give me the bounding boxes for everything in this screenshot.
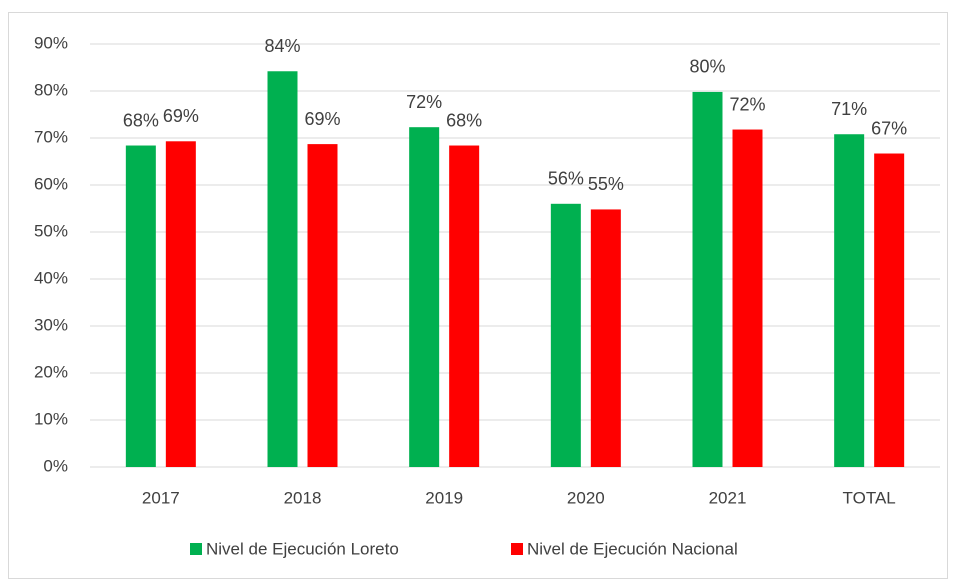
- y-tick-label: 90%: [34, 33, 68, 52]
- bar: [834, 134, 865, 468]
- x-tick-label: 2018: [284, 488, 322, 507]
- bar: [307, 144, 338, 468]
- bar: [125, 145, 156, 467]
- bar: [732, 129, 763, 468]
- bar: [874, 153, 905, 467]
- y-tick-label: 50%: [34, 221, 68, 240]
- data-label: 71%: [831, 99, 867, 119]
- bar: [409, 127, 440, 467]
- y-tick-label: 40%: [34, 268, 68, 287]
- x-tick-label: 2019: [425, 488, 463, 507]
- data-label: 69%: [304, 109, 340, 129]
- data-label: 55%: [588, 174, 624, 194]
- x-tick-label: 2020: [567, 488, 605, 507]
- y-tick-label: 80%: [34, 80, 68, 99]
- data-label: 72%: [406, 92, 442, 112]
- data-label: 72%: [729, 94, 765, 114]
- data-label: 68%: [123, 110, 159, 130]
- y-tick-label: 0%: [43, 456, 68, 475]
- legend-label: Nivel de Ejecución Nacional: [527, 539, 738, 558]
- x-tick-label: 2021: [709, 488, 747, 507]
- bar: [267, 71, 298, 467]
- y-tick-label: 60%: [34, 174, 68, 193]
- bar: [550, 203, 581, 468]
- legend-swatch: [190, 543, 202, 555]
- y-tick-label: 10%: [34, 409, 68, 428]
- y-tick-label: 70%: [34, 127, 68, 146]
- x-tick-label: 2017: [142, 488, 180, 507]
- bar: [692, 91, 723, 467]
- legend-swatch: [511, 543, 523, 555]
- data-label: 67%: [871, 118, 907, 138]
- data-label: 69%: [163, 106, 199, 126]
- data-label: 56%: [548, 169, 584, 189]
- bar: [590, 209, 621, 467]
- x-tick-label: TOTAL: [843, 488, 896, 507]
- bar: [165, 141, 196, 468]
- data-label: 68%: [446, 110, 482, 130]
- bar: [449, 145, 480, 467]
- y-tick-label: 20%: [34, 362, 68, 381]
- data-label: 84%: [264, 36, 300, 56]
- legend-label: Nivel de Ejecución Loreto: [206, 539, 399, 558]
- data-label: 80%: [689, 57, 725, 77]
- y-tick-label: 30%: [34, 315, 68, 334]
